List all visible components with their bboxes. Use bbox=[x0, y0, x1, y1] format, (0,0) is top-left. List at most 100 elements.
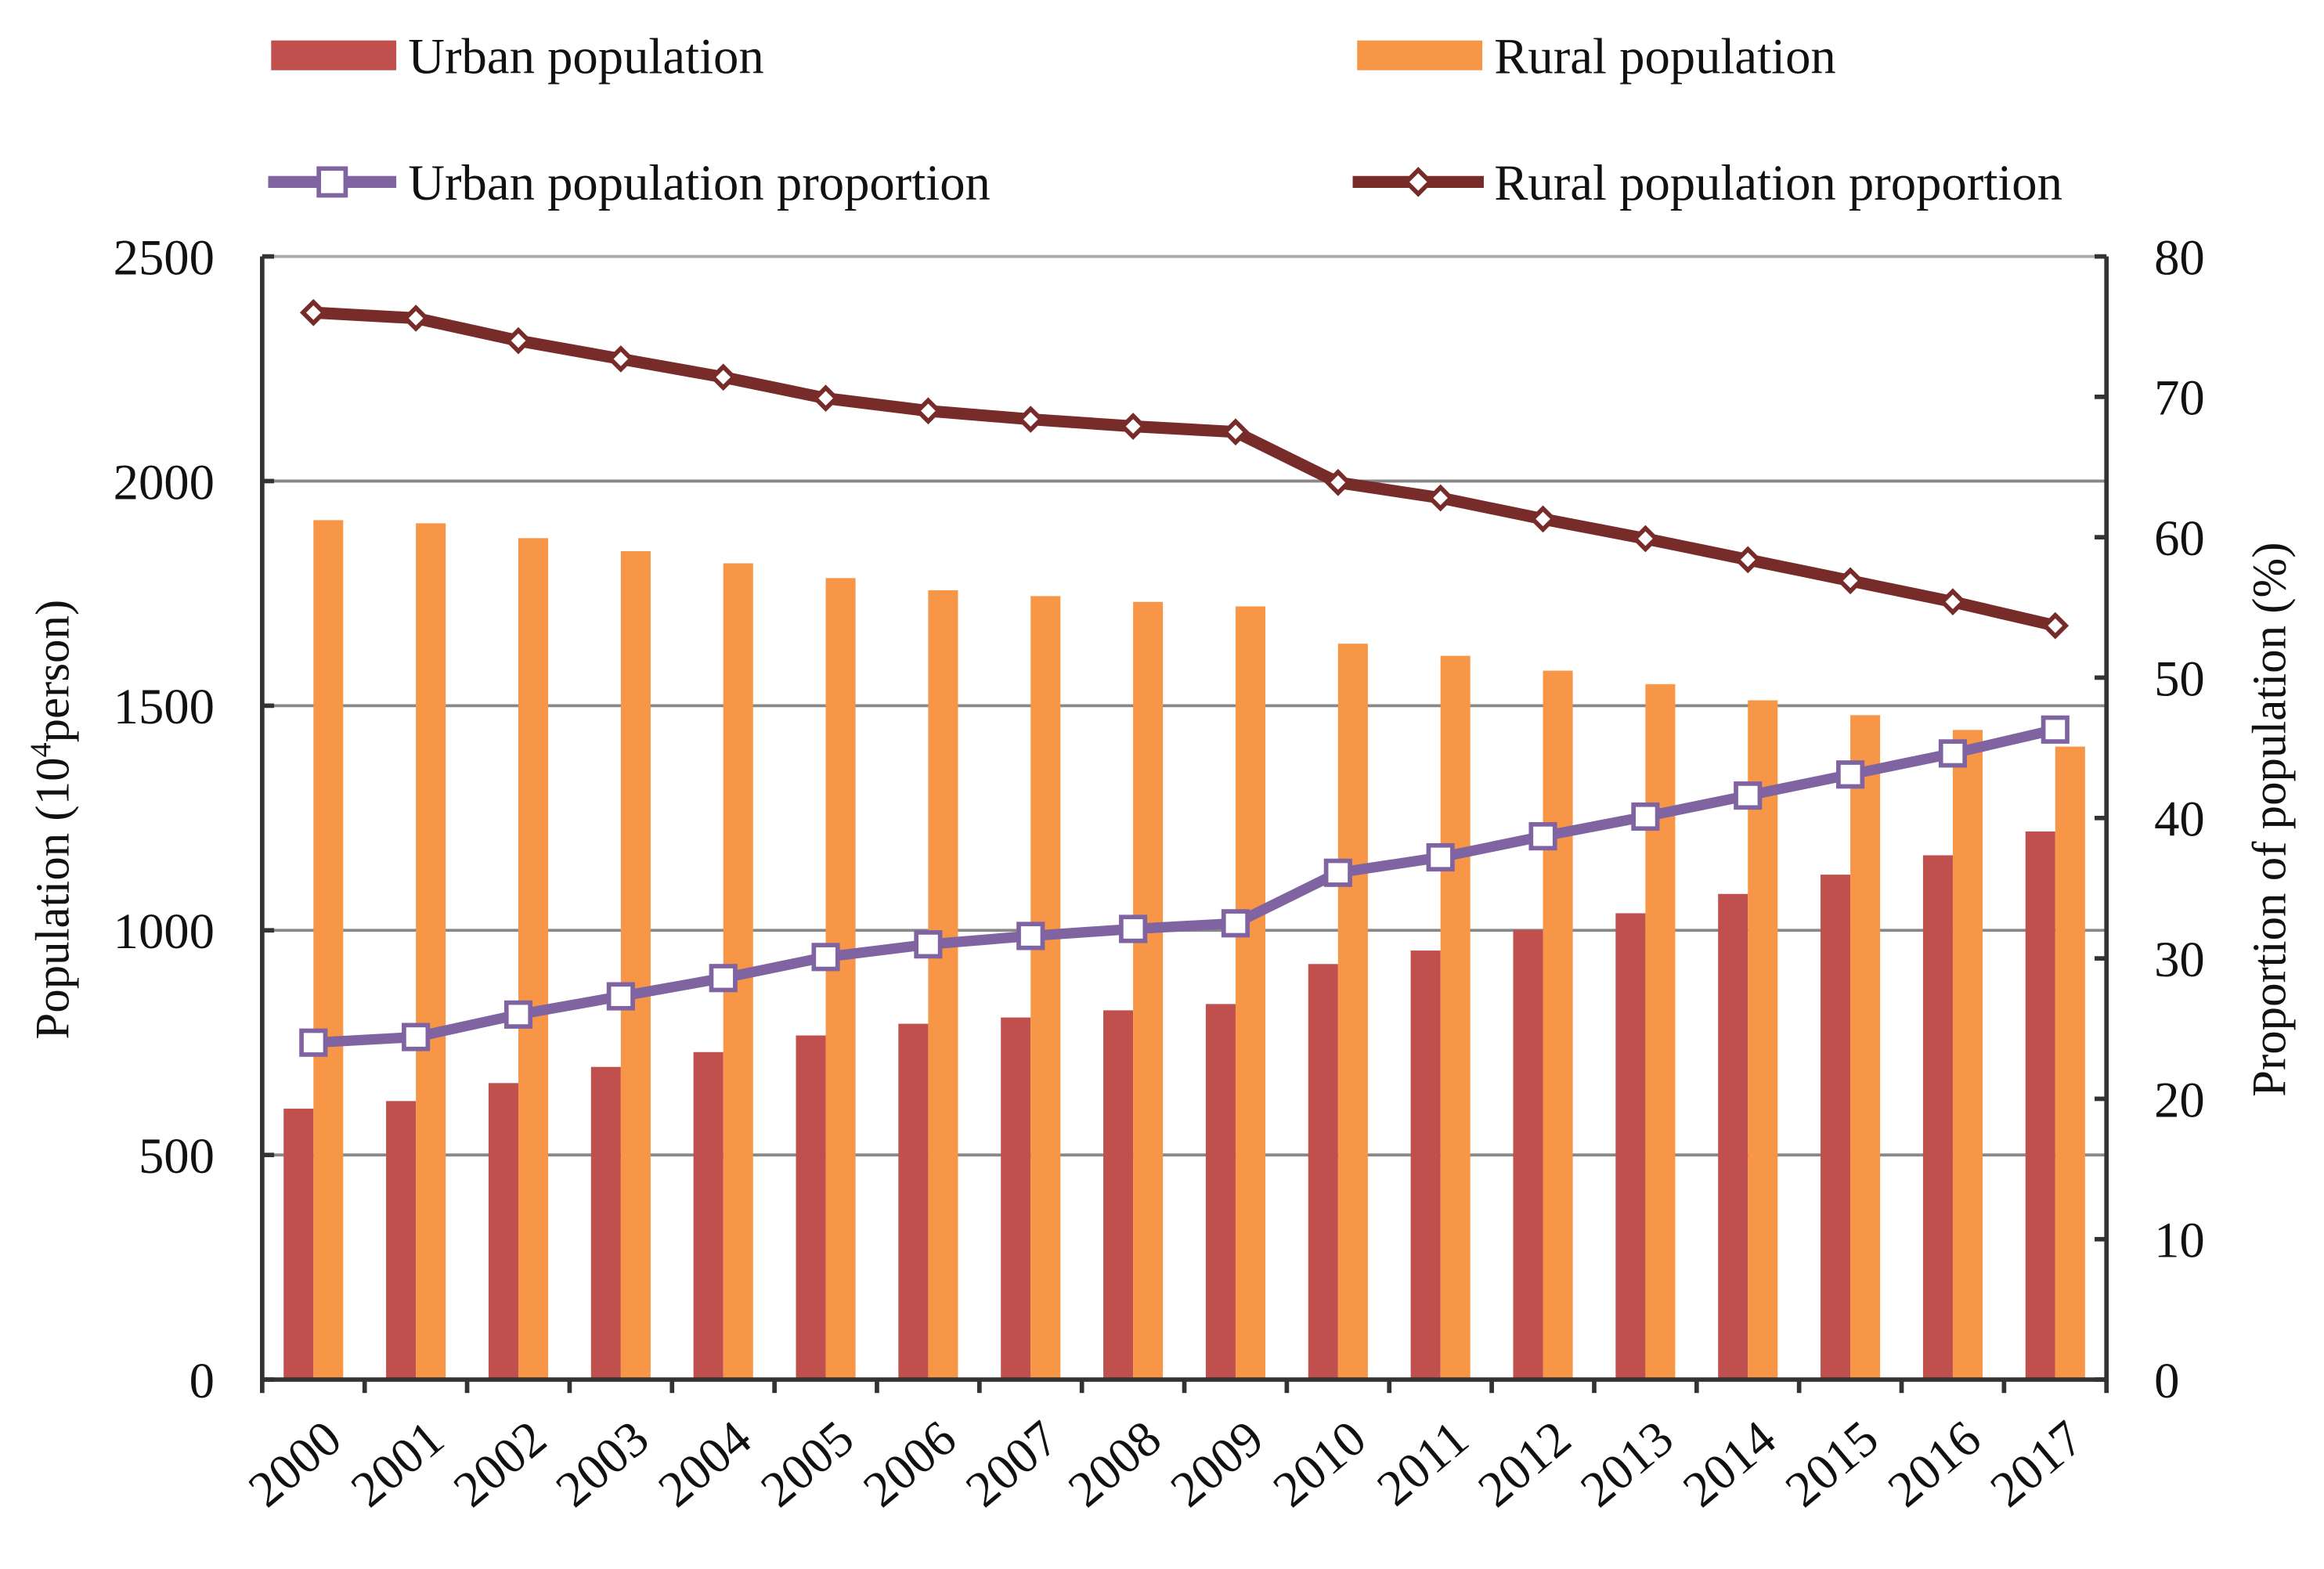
point-rural-population-proportion bbox=[299, 298, 327, 326]
y-axis-label: Population (104person) bbox=[25, 600, 80, 1040]
x-tick-label: 2006 bbox=[853, 1409, 966, 1517]
x-tick-label: 2016 bbox=[1877, 1409, 1990, 1517]
point-urban-population-proportion bbox=[1938, 739, 1968, 768]
x-tick-label: 2010 bbox=[1262, 1409, 1376, 1517]
bar-urban-population bbox=[1922, 855, 1953, 1380]
x-tick-label: 2013 bbox=[1570, 1409, 1683, 1517]
point-urban-population-proportion bbox=[914, 930, 943, 959]
y2-tick-label: 40 bbox=[2154, 791, 2205, 847]
point-rural-population-proportion bbox=[1836, 567, 1864, 595]
bar-rural-population bbox=[518, 538, 549, 1380]
bar-rural-population bbox=[1337, 644, 1368, 1380]
bar-rural-population bbox=[1543, 670, 1573, 1380]
x-tick-label: 2005 bbox=[750, 1409, 864, 1517]
x-tick-label: 2009 bbox=[1160, 1409, 1273, 1517]
bar-rural-population bbox=[1645, 684, 1676, 1380]
bar-rural-population bbox=[928, 590, 958, 1380]
point-rural-population-proportion bbox=[915, 397, 942, 425]
y2-tick-label: 10 bbox=[2154, 1212, 2205, 1268]
point-urban-population-proportion bbox=[1323, 858, 1352, 887]
bar-rural-population bbox=[416, 523, 446, 1380]
y2-tick-label: 80 bbox=[2154, 229, 2205, 285]
bar-urban-population bbox=[1205, 1004, 1236, 1380]
bar-rural-population bbox=[1133, 601, 1164, 1380]
bar-urban-population bbox=[1308, 964, 1338, 1380]
x-tick-label: 2001 bbox=[340, 1409, 453, 1517]
bar-rural-population bbox=[1850, 715, 1881, 1380]
point-urban-population-proportion bbox=[1426, 842, 1455, 872]
bar-urban-population bbox=[1615, 913, 1646, 1380]
bars bbox=[283, 520, 2085, 1380]
y-tick-label: 500 bbox=[139, 1127, 215, 1184]
axes bbox=[259, 254, 2109, 1394]
x-tick-label: 2003 bbox=[545, 1409, 659, 1517]
point-urban-population-proportion bbox=[1631, 802, 1660, 831]
legend-marker-square bbox=[316, 166, 348, 198]
point-urban-population-proportion bbox=[1836, 760, 1865, 789]
bar-rural-population bbox=[1440, 655, 1471, 1380]
x-tick-label: 2000 bbox=[238, 1409, 352, 1517]
bar-urban-population bbox=[1103, 1010, 1134, 1380]
bar-rural-population bbox=[1952, 730, 1983, 1380]
bar-urban-population bbox=[386, 1101, 417, 1380]
lines bbox=[299, 298, 2070, 1057]
point-urban-population-proportion bbox=[709, 964, 738, 993]
point-urban-population-proportion bbox=[1734, 781, 1763, 810]
bar-rural-population bbox=[1030, 596, 1061, 1380]
x-tick-label: 2004 bbox=[648, 1409, 761, 1517]
bar-urban-population bbox=[283, 1109, 314, 1380]
point-rural-population-proportion bbox=[812, 384, 839, 413]
bar-urban-population bbox=[1513, 929, 1543, 1380]
point-rural-population-proportion bbox=[1222, 418, 1250, 446]
y2-tick-label: 0 bbox=[2154, 1352, 2179, 1408]
y-tick-label: 2000 bbox=[114, 453, 215, 510]
bar-urban-population bbox=[796, 1035, 826, 1380]
point-rural-population-proportion bbox=[504, 326, 532, 355]
legend-label-rural-population: Rural population bbox=[1494, 28, 1835, 85]
point-rural-population-proportion bbox=[402, 305, 430, 332]
bar-rural-population bbox=[313, 520, 344, 1380]
point-rural-population-proportion bbox=[1632, 525, 1659, 553]
y-tick-label: 1000 bbox=[114, 903, 215, 959]
bar-rural-population bbox=[825, 578, 856, 1380]
legend-label-urban-population: Urban population bbox=[408, 28, 763, 85]
line-urban-population-proportion bbox=[312, 724, 2057, 1048]
bar-urban-population bbox=[590, 1066, 621, 1380]
bar-urban-population bbox=[1718, 893, 1748, 1380]
point-rural-population-proportion bbox=[607, 345, 635, 373]
point-rural-population-proportion bbox=[1734, 546, 1762, 574]
x-tick-label: 2011 bbox=[1366, 1409, 1479, 1517]
bar-urban-population bbox=[1410, 950, 1441, 1380]
gridlines bbox=[262, 254, 2107, 1157]
point-urban-population-proportion bbox=[1119, 914, 1148, 943]
bar-urban-population bbox=[488, 1083, 518, 1380]
y-tick-label: 0 bbox=[189, 1352, 215, 1408]
x-tick-label: 2002 bbox=[442, 1409, 556, 1517]
bar-urban-population bbox=[898, 1023, 929, 1380]
point-urban-population-proportion bbox=[299, 1028, 328, 1057]
x-tick-label: 2017 bbox=[1979, 1409, 2093, 1517]
y2-axis-label: Proportion of population (%) bbox=[2244, 542, 2297, 1096]
y2-tick-label: 70 bbox=[2154, 370, 2205, 426]
legend-marker-diamond bbox=[1402, 167, 1434, 197]
bar-urban-population bbox=[1821, 875, 1851, 1380]
y2-tick-label: 20 bbox=[2154, 1071, 2205, 1127]
y2-tick-label: 60 bbox=[2154, 510, 2205, 566]
legend-label-rural-proportion: Rural population proportion bbox=[1494, 154, 2062, 211]
y2-tick-label: 30 bbox=[2154, 931, 2205, 987]
point-urban-population-proportion bbox=[1016, 922, 1045, 950]
point-rural-population-proportion bbox=[2041, 611, 2070, 640]
point-urban-population-proportion bbox=[1221, 909, 1250, 938]
bar-rural-population bbox=[2055, 746, 2085, 1380]
bar-rural-population bbox=[1748, 700, 1778, 1380]
bar-urban-population bbox=[693, 1051, 724, 1380]
legend: Urban population Rural population Urban … bbox=[268, 28, 2062, 211]
y-tick-label: 1500 bbox=[114, 678, 215, 734]
x-tick-label: 2015 bbox=[1774, 1409, 1888, 1517]
x-tick-label: 2014 bbox=[1673, 1409, 1786, 1517]
point-rural-population-proportion bbox=[709, 363, 738, 391]
line-rural-population-proportion bbox=[312, 306, 2057, 632]
bar-urban-population bbox=[1001, 1017, 1031, 1380]
legend-label-urban-proportion: Urban population proportion bbox=[408, 154, 991, 211]
legend-swatch-urban-population bbox=[271, 40, 397, 70]
